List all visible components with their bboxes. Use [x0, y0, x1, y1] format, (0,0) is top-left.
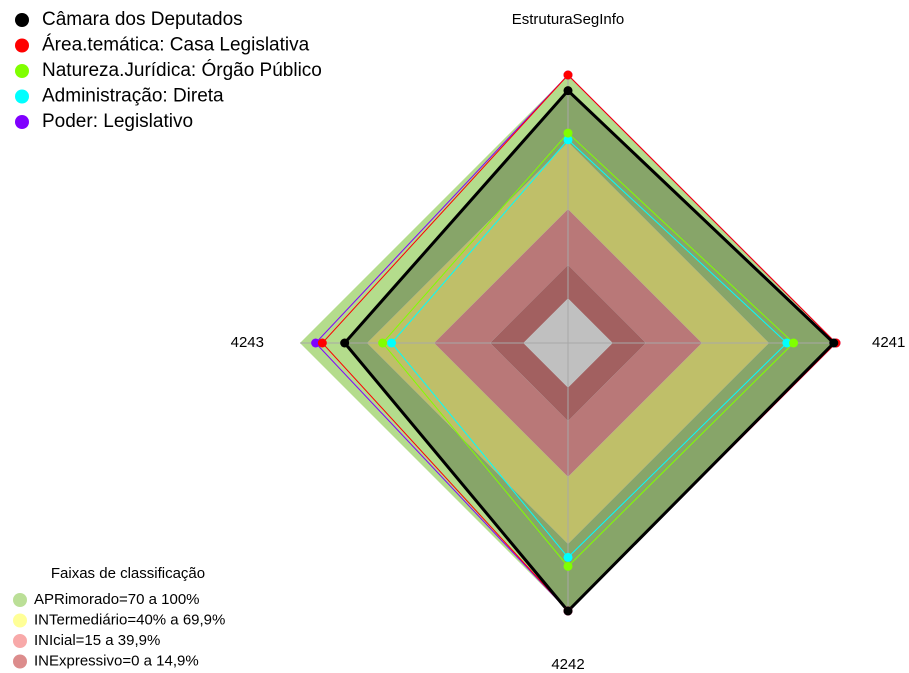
axis-label: 4242	[551, 656, 584, 673]
series-point	[387, 338, 397, 348]
series-point	[563, 128, 573, 138]
band-legend-label: APRimorado=70 a 100%	[34, 591, 200, 608]
axis-label: 4241	[872, 334, 905, 351]
series-point	[563, 70, 573, 80]
band-legend-label: INIcial=15 a 39,9%	[34, 632, 160, 649]
legend-label: Administração: Direta	[42, 86, 224, 107]
series-point	[563, 606, 573, 616]
series-point	[563, 552, 573, 562]
series-point	[311, 338, 321, 348]
legend-marker	[15, 64, 29, 78]
series-point	[829, 338, 839, 348]
band-legend-label: INExpressivo=0 a 14,9%	[34, 652, 199, 669]
band	[434, 209, 702, 477]
legend-label: Natureza.Jurídica: Órgão Público	[42, 59, 322, 81]
series-point	[782, 338, 792, 348]
series-point	[563, 561, 573, 571]
series-point	[317, 338, 327, 348]
series-point	[378, 338, 388, 348]
legend-label: Câmara dos Deputados	[42, 9, 243, 30]
band-legend-label: INTermediário=40% a 69,9%	[34, 611, 225, 628]
axis-label: 4243	[231, 334, 264, 351]
legend-marker	[15, 115, 29, 129]
series-point	[789, 338, 799, 348]
band	[367, 142, 769, 544]
legend-label: Poder: Legislativo	[42, 111, 193, 132]
series-point	[563, 86, 573, 96]
legend-marker	[15, 13, 29, 27]
axis-label: EstruturaSegInfo	[512, 11, 625, 28]
band-legend-marker	[13, 613, 27, 628]
series-point	[340, 338, 350, 348]
legend-label: Área.temática: Casa Legislativa	[42, 35, 310, 56]
series-point	[563, 135, 573, 145]
band-legend-marker	[13, 634, 27, 648]
legend-marker	[15, 38, 29, 53]
band-legend-marker	[13, 593, 27, 607]
bands-title: Faixas de classificação	[51, 565, 205, 582]
legend-marker	[15, 89, 29, 104]
band-legend-marker	[13, 654, 27, 669]
